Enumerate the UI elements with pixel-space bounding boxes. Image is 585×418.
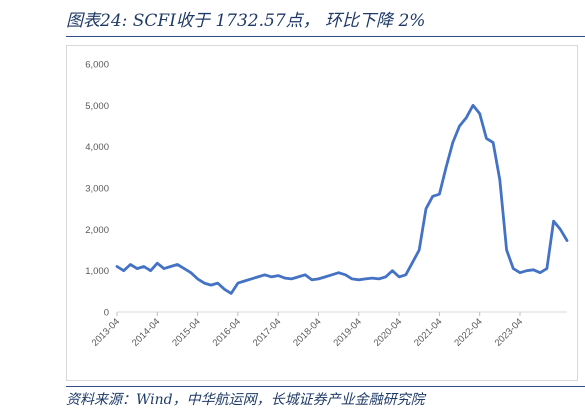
x-axis-ticks: 2013-04 2014-04 2015-04 2016-04 2017-04 2018-… — [90, 312, 525, 349]
x-tick-label: 2017-04 — [251, 316, 283, 348]
figure-title: 图表24: SCFI收于 1732.57点， 环比下降 2% — [66, 11, 426, 31]
x-tick-label: 2021-04 — [412, 316, 444, 348]
x-tick-label: 2022-04 — [452, 316, 484, 348]
series-line-scfi — [115, 103, 569, 295]
source-note: 资料来源：Wind，中华航运网，长城证券产业金融研究院 — [66, 392, 425, 408]
y-axis-ticks: 0 1,000 2,000 3,000 4,000 5,000 6,000 — [85, 60, 109, 319]
chart-frame: 0 1,000 2,000 3,000 4,000 5,000 6,000 2013-04 2… — [66, 45, 578, 381]
x-tick-label: 2016-04 — [211, 316, 243, 348]
y-tick-label: 0 — [104, 308, 109, 319]
x-tick-label: 2018-04 — [291, 316, 323, 348]
y-tick-label: 2,000 — [85, 225, 109, 236]
x-tick-label: 2013-04 — [90, 316, 122, 348]
x-tick-label: 2019-04 — [331, 316, 363, 348]
y-tick-label: 3,000 — [85, 184, 109, 195]
x-tick-label: 2020-04 — [372, 316, 404, 348]
x-tick-label: 2023-04 — [493, 316, 525, 348]
y-tick-label: 4,000 — [85, 142, 109, 153]
y-tick-label: 1,000 — [85, 266, 109, 277]
title-divider — [66, 36, 585, 37]
y-tick-label: 5,000 — [85, 101, 109, 112]
y-tick-label: 6,000 — [85, 60, 109, 71]
x-tick-label: 2015-04 — [170, 316, 202, 348]
source-divider — [66, 386, 585, 387]
x-tick-label: 2014-04 — [130, 316, 162, 348]
